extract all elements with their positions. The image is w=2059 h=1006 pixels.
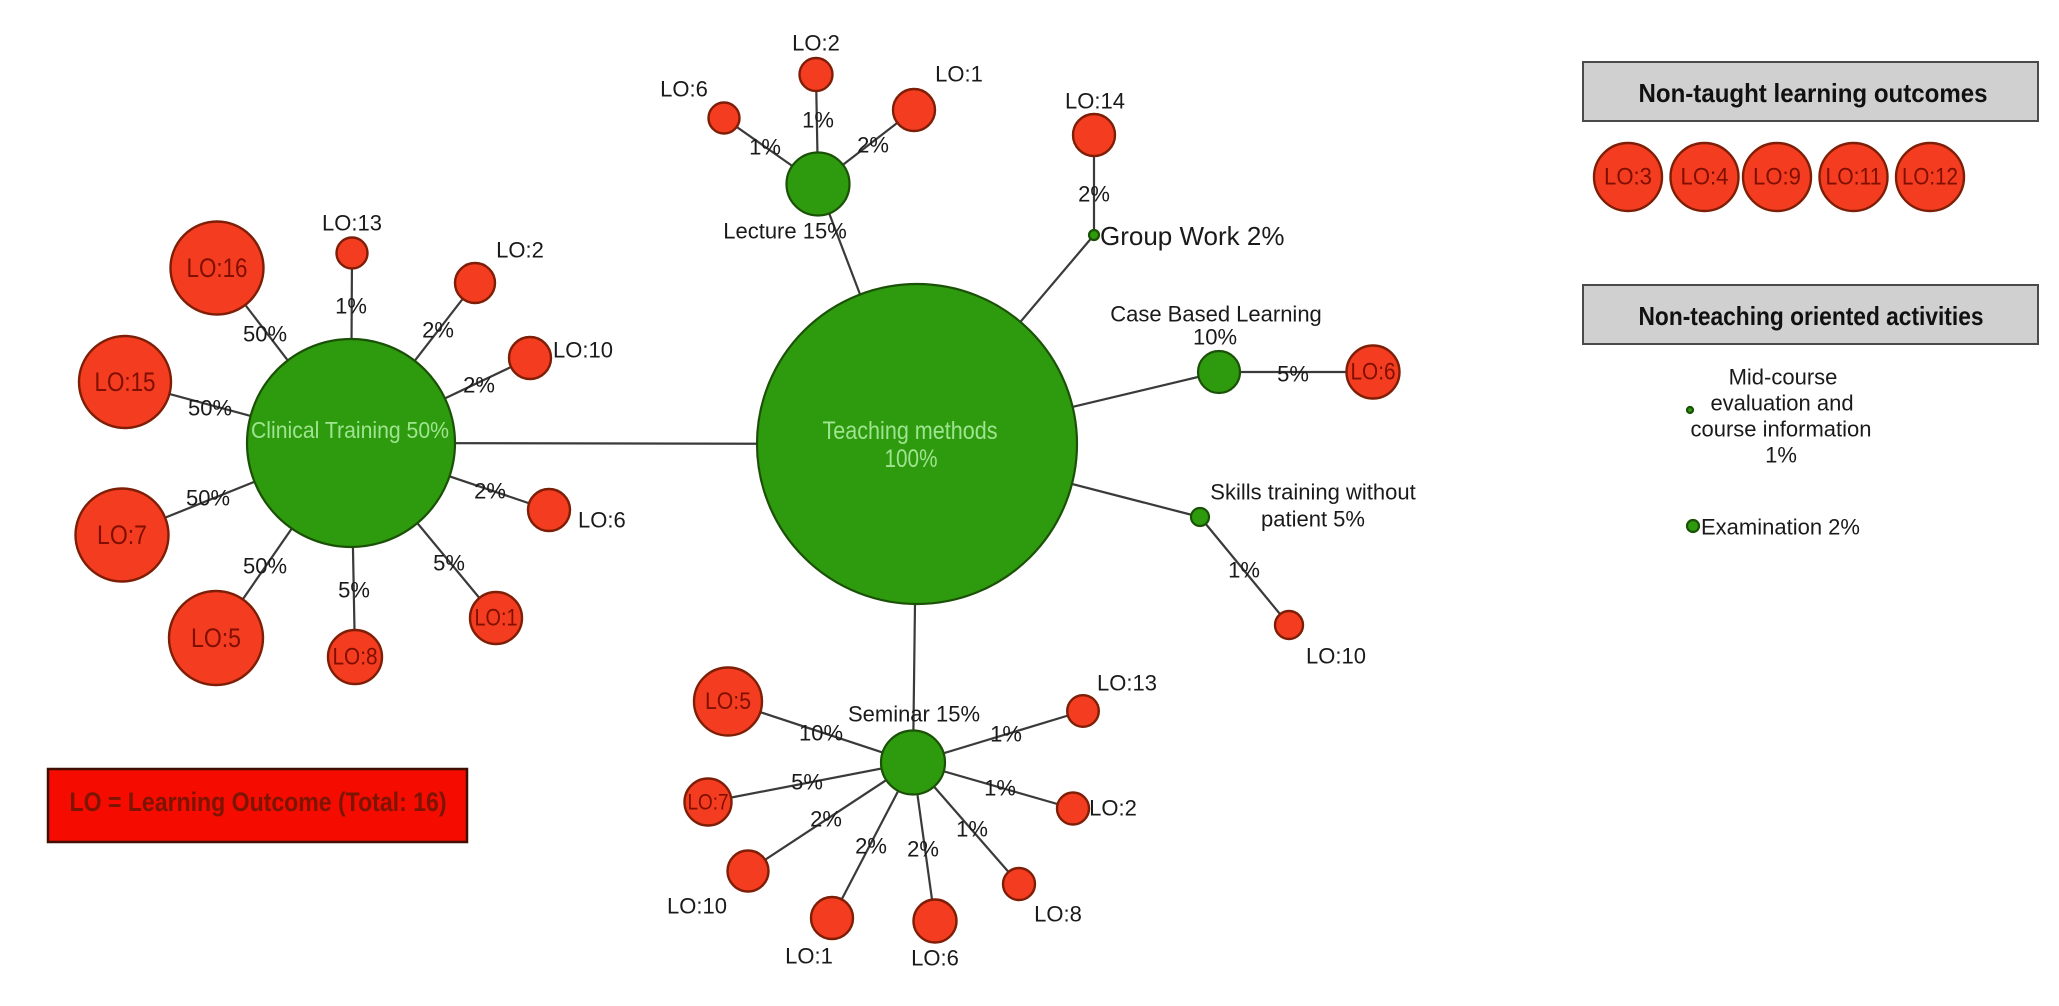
svg-text:LO:3: LO:3 (1604, 164, 1652, 191)
svg-text:10%: 10% (1193, 325, 1237, 350)
svg-text:LO:13: LO:13 (1097, 671, 1157, 696)
svg-text:LO:6: LO:6 (1351, 359, 1396, 386)
svg-text:Case Based Learning: Case Based Learning (1110, 302, 1322, 327)
svg-text:5%: 5% (1277, 362, 1309, 387)
svg-text:2%: 2% (810, 807, 842, 832)
svg-text:LO:9: LO:9 (1753, 164, 1801, 191)
svg-text:LO:2: LO:2 (792, 31, 840, 56)
svg-text:1%: 1% (802, 108, 834, 133)
svg-text:Examination 2%: Examination 2% (1701, 515, 1860, 540)
svg-text:2%: 2% (463, 373, 495, 398)
svg-text:LO:12: LO:12 (1902, 164, 1958, 191)
svg-text:50%: 50% (243, 322, 287, 347)
svg-text:LO:13: LO:13 (322, 211, 382, 236)
svg-text:1%: 1% (1228, 558, 1260, 583)
svg-text:LO:5: LO:5 (191, 623, 241, 653)
svg-text:LO:8: LO:8 (333, 644, 378, 671)
svg-text:LO:4: LO:4 (1681, 164, 1729, 191)
svg-text:2%: 2% (474, 479, 506, 504)
svg-text:LO:8: LO:8 (1034, 902, 1082, 927)
svg-text:Teaching methods: Teaching methods (823, 417, 998, 445)
svg-text:LO:7: LO:7 (688, 790, 729, 815)
svg-text:50%: 50% (186, 486, 230, 511)
svg-text:Non-taught learning outcomes: Non-taught learning outcomes (1639, 78, 1988, 108)
svg-text:Lecture 15%: Lecture 15% (723, 219, 847, 244)
svg-text:LO:6: LO:6 (660, 77, 708, 102)
svg-text:5%: 5% (791, 770, 823, 795)
svg-text:1%: 1% (984, 776, 1016, 801)
svg-text:1%: 1% (1765, 443, 1797, 468)
svg-text:Seminar 15%: Seminar 15% (848, 702, 980, 727)
svg-text:LO:7: LO:7 (97, 520, 147, 550)
svg-text:Clinical Training 50%: Clinical Training 50% (251, 417, 449, 443)
svg-text:100%: 100% (885, 445, 938, 473)
svg-text:1%: 1% (990, 722, 1022, 747)
svg-text:LO:2: LO:2 (496, 238, 544, 263)
svg-text:2%: 2% (857, 133, 889, 158)
svg-text:LO = Learning Outcome (Total:: LO = Learning Outcome (Total: 16) (70, 787, 447, 817)
svg-text:LO:1: LO:1 (785, 944, 833, 969)
svg-text:2%: 2% (855, 834, 887, 859)
svg-text:2%: 2% (1078, 182, 1110, 207)
svg-text:LO:5: LO:5 (705, 688, 751, 715)
svg-text:Skills training without: Skills training without (1210, 480, 1415, 505)
svg-text:Non-teaching oriented activiti: Non-teaching oriented activities (1639, 301, 1984, 331)
svg-text:LO:1: LO:1 (475, 605, 518, 632)
svg-text:1%: 1% (749, 135, 781, 160)
svg-text:course information: course information (1691, 417, 1872, 442)
svg-text:1%: 1% (956, 817, 988, 842)
svg-text:5%: 5% (433, 551, 465, 576)
svg-text:LO:2: LO:2 (1089, 796, 1137, 821)
svg-text:LO:15: LO:15 (95, 367, 156, 397)
svg-text:LO:10: LO:10 (1306, 644, 1366, 669)
svg-text:LO:14: LO:14 (1065, 89, 1125, 114)
svg-text:50%: 50% (188, 396, 232, 421)
svg-text:LO:6: LO:6 (578, 508, 626, 533)
svg-text:Mid-course: Mid-course (1729, 365, 1838, 390)
svg-text:5%: 5% (338, 578, 370, 603)
svg-text:2%: 2% (422, 318, 454, 343)
svg-text:1%: 1% (335, 294, 367, 319)
svg-text:LO:6: LO:6 (911, 946, 959, 971)
svg-text:LO:16: LO:16 (187, 253, 248, 283)
svg-text:Group Work 2%: Group Work 2% (1100, 221, 1284, 251)
svg-text:10%: 10% (799, 721, 843, 746)
svg-text:50%: 50% (243, 554, 287, 579)
svg-text:patient 5%: patient 5% (1261, 507, 1365, 532)
svg-text:LO:10: LO:10 (667, 894, 727, 919)
svg-text:evaluation and: evaluation and (1710, 391, 1853, 416)
svg-text:LO:10: LO:10 (553, 338, 613, 363)
svg-text:LO:11: LO:11 (1826, 164, 1882, 191)
svg-text:2%: 2% (907, 837, 939, 862)
svg-text:LO:1: LO:1 (935, 62, 983, 87)
